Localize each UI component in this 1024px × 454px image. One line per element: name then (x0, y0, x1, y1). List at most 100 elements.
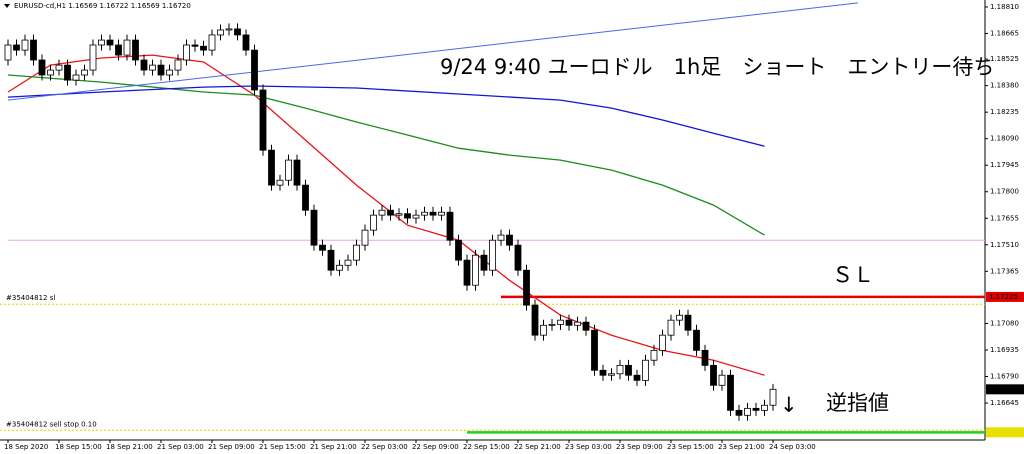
y-tick-label: 1.18380 (990, 82, 1019, 90)
candle-body (361, 229, 369, 246)
sl-price-label: 1.17225 (989, 293, 1018, 301)
candle-body (667, 319, 675, 336)
order-label: #35404812 sl (6, 294, 55, 302)
candle-body (455, 239, 462, 261)
candle-body (616, 364, 624, 375)
candle-body (106, 39, 114, 46)
x-tick-label: 24 Sep 03:00 (769, 443, 816, 451)
x-tick-label: 18 Sep 21:00 (106, 443, 153, 451)
candle-body (769, 388, 777, 406)
x-tick-label: 22 Sep 03:00 (361, 443, 408, 451)
candle-body (404, 213, 411, 219)
y-tick-label: 1.17945 (990, 161, 1019, 169)
candle-body (55, 64, 63, 71)
candle-body (429, 211, 437, 216)
last-price-box (986, 384, 1024, 395)
y-tick-label: 1.16645 (990, 399, 1019, 407)
candle-body (693, 329, 700, 351)
candle-body (412, 214, 420, 219)
candle-body (98, 39, 105, 46)
candle-body (268, 149, 275, 186)
y-tick-label: 1.17365 (990, 267, 1019, 275)
candle-body (38, 59, 46, 76)
y-tick-label: 1.17510 (990, 241, 1019, 249)
candle-body (718, 374, 726, 386)
candle-body (387, 209, 394, 216)
candle-body (497, 234, 505, 241)
candle-body (217, 29, 224, 36)
candle-body (64, 64, 71, 81)
candle-body (642, 359, 649, 381)
candle-body (132, 39, 139, 61)
candle-body (395, 213, 403, 216)
candle-body (30, 39, 37, 61)
y-tick-label: 1.18090 (990, 135, 1019, 143)
annotation: ↓ (780, 393, 798, 417)
candle-body (727, 374, 734, 411)
x-tick-label: 22 Sep 15:00 (463, 443, 510, 451)
candle-body (319, 244, 326, 251)
candle-body (735, 409, 743, 416)
candle-body (21, 39, 29, 51)
stop-price-box (986, 427, 1024, 438)
candle-body (548, 323, 556, 326)
candle-body (13, 44, 20, 51)
y-tick-label: 1.17080 (990, 319, 1019, 327)
annotation: ＳＬ (832, 263, 874, 287)
candle-body (489, 239, 496, 271)
candle-body (744, 407, 751, 416)
candle-body (540, 324, 547, 336)
candle-body (710, 364, 717, 386)
candle-body (650, 349, 658, 361)
candle-body (149, 64, 156, 71)
x-tick-label: 22 Sep 09:00 (412, 443, 459, 451)
candle-body (259, 89, 267, 151)
candle-body (251, 49, 258, 91)
y-tick-label: 1.16935 (990, 346, 1019, 354)
y-tick-label: 1.18810 (990, 3, 1019, 11)
x-tick-label: 21 Sep 15:00 (259, 443, 306, 451)
indicator-line (7, 74, 765, 236)
candle-body (81, 69, 88, 76)
candle-body (684, 314, 692, 331)
candle-body (506, 234, 513, 246)
candle-body (115, 44, 122, 56)
candle-body (752, 407, 760, 411)
candle-body (659, 334, 666, 351)
candle-body (242, 34, 250, 51)
candle-body (565, 319, 573, 326)
candle-body (293, 159, 301, 186)
symbol-header: EURUSD-cd,H1 1.16569 1.16722 1.16569 1.1… (14, 2, 191, 10)
candle-body (302, 184, 309, 211)
candle-body (166, 69, 173, 76)
header-arrow (4, 4, 10, 8)
candle-body (378, 209, 386, 216)
candle-body (327, 249, 335, 271)
candle-body (574, 321, 581, 326)
x-tick-label: 23 Sep 21:00 (718, 443, 765, 451)
candle-body (625, 364, 632, 376)
candle-body (47, 69, 54, 76)
candle-body (183, 44, 190, 61)
last-price-label: 1.16720 (989, 385, 1018, 393)
indicator-line (7, 85, 765, 147)
x-tick-label: 21 Sep 21:00 (310, 443, 357, 451)
y-tick-label: 1.18665 (990, 29, 1019, 37)
candle-body (421, 211, 428, 216)
y-tick-label: 1.18235 (990, 108, 1019, 116)
candle-body (174, 59, 182, 71)
candle-body (523, 269, 530, 306)
candle-body (310, 209, 318, 246)
candle-body (531, 304, 539, 336)
x-tick-label: 23 Sep 09:00 (616, 443, 663, 451)
candle-body (208, 34, 216, 51)
x-tick-label: 18 Sep 15:00 (55, 443, 102, 451)
annotation: 逆指値 (826, 391, 889, 415)
order-label: #35404812 sell stop 0.10 (6, 420, 97, 428)
candle-body (591, 329, 598, 371)
sl-price-box (986, 291, 1024, 302)
candle-body (336, 264, 343, 271)
candle-body (89, 44, 97, 71)
